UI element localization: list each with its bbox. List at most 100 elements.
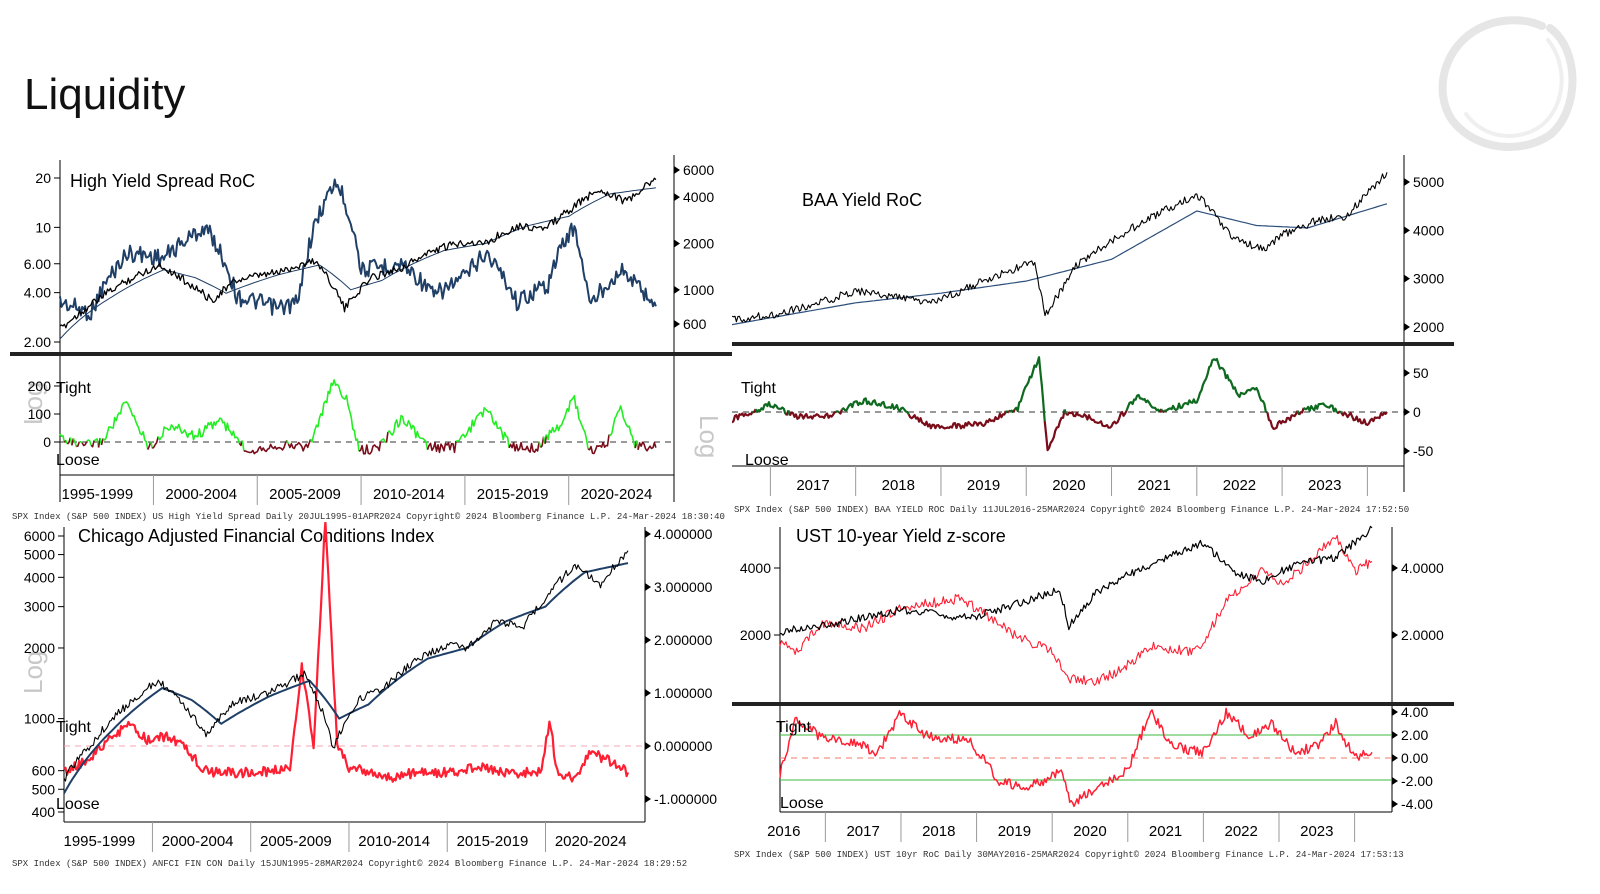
anfci-left-tick-label: 5000 <box>24 547 55 563</box>
ust-x-label: 2023 <box>1300 823 1333 840</box>
ust-loose-label: Loose <box>780 795 824 812</box>
anfci-right-tick-label: 3.000000 <box>654 579 713 595</box>
hy-left-tick-label: 6.00 <box>24 256 51 272</box>
baa-roc-line-segment <box>1065 410 1128 429</box>
ust-yield-line <box>779 534 1373 686</box>
anfci-right-tick <box>645 583 651 591</box>
hy-spread-line <box>59 178 657 322</box>
baa-roc-line-segment <box>1339 410 1343 414</box>
ust-x-label: 2018 <box>922 823 955 840</box>
hy-left-tick-label: 4.00 <box>24 285 51 301</box>
baa-roc-line <box>732 356 1388 452</box>
hy-right-tick <box>674 239 680 248</box>
baa-x-label: 2020 <box>1052 477 1085 494</box>
baa-x-label: 2023 <box>1308 477 1341 494</box>
ust-right-tick <box>1392 631 1398 639</box>
hy-roc-line-segment <box>545 395 589 450</box>
baa-roc-line-segment <box>1302 402 1338 413</box>
hy-lower-tick-label: 200 <box>28 378 52 394</box>
hy-roc-line-segment <box>241 440 245 452</box>
anfci-x-label: 2000-2004 <box>162 833 234 850</box>
hy-left-tick-label: 10 <box>35 219 51 235</box>
hy-roc-line-segment <box>157 417 241 444</box>
hy-right-tick-label: 4000 <box>683 189 714 205</box>
baa-tight-label: Tight <box>741 380 777 397</box>
hy-roc-line-segment <box>147 441 152 450</box>
hy-roc-line-segment <box>59 433 66 443</box>
hy-roc-line-segment <box>387 414 429 450</box>
hy-loose-label: Loose <box>56 452 100 469</box>
hy-lower-tick-label: 100 <box>28 406 52 422</box>
baa-right-tick <box>1404 274 1410 283</box>
baa-title: BAA Yield RoC <box>802 190 922 210</box>
baa-x-axis: 2017 2018 2019 2020 2021 2022 2023 <box>732 465 1404 496</box>
page-title: Liquidity <box>24 70 186 119</box>
hy-roc-line-segment <box>79 441 83 444</box>
anfci-left-tick-label: 500 <box>32 781 56 797</box>
ust-lower-tick <box>1392 708 1398 716</box>
hy-roc-line-segment <box>637 441 657 452</box>
ust-lower-tick-label: 0.00 <box>1401 750 1428 766</box>
hy-roc-line-segment <box>538 441 542 448</box>
ust-right-tick <box>1392 564 1398 572</box>
hy-roc-line-segment <box>151 436 159 449</box>
hy-roc-line-segment <box>102 401 149 450</box>
anfci-right-tick-label: 2.000000 <box>654 632 713 648</box>
hy-roc-line-segment <box>508 441 540 453</box>
hy-right-tick <box>674 320 680 328</box>
anfci-footer: SPX Index (S&P 500 INDEX) ANFCI FIN CON … <box>12 859 687 869</box>
hy-right-tick <box>674 193 680 202</box>
baa-spx-line <box>732 172 1388 323</box>
hy-roc-line-segment <box>86 439 92 446</box>
ust-lower-tick <box>1392 754 1398 762</box>
hy-x-label: 2010-2014 <box>373 486 445 503</box>
ust-zscore-line <box>779 707 1373 808</box>
hy-spx-ma-line <box>59 187 656 340</box>
baa-spx-ma-line <box>732 203 1388 326</box>
baa-roc-line-segment <box>1161 410 1166 414</box>
hy-right-tick-label: 1000 <box>683 282 714 298</box>
hy-lower-axis: 200 100 0 <box>28 378 60 450</box>
brush-circle-logo <box>1438 16 1577 151</box>
anfci-series <box>63 522 630 794</box>
anfci-right-tick <box>645 689 651 697</box>
anfci-loose-label: Loose <box>56 796 100 813</box>
hy-right-tick <box>674 166 680 174</box>
hy-roc-line-segment <box>358 441 382 455</box>
anfci-x-label: 2010-2014 <box>358 833 430 850</box>
baa-x-label: 2022 <box>1223 477 1256 494</box>
hy-left-tick-label: 2.00 <box>24 334 51 350</box>
hy-left-axis: 20 10 6.00 4.00 2.00 <box>24 170 60 350</box>
anfci-right-tick-label: 4.000000 <box>654 526 713 542</box>
baa-footer: SPX Index (S&P 500 INDEX) BAA YIELD ROC … <box>734 505 1409 515</box>
anfci-left-tick-label: 2000 <box>24 640 55 656</box>
hy-roc-line-segment <box>100 438 104 446</box>
hy-roc-line-segment <box>287 439 312 452</box>
baa-right-tick <box>1404 178 1410 186</box>
hy-right-axis: 6000 4000 2000 1000 600 <box>674 162 714 332</box>
ust-lower-tick <box>1392 777 1398 785</box>
baa-lower-tick-label: 50 <box>1413 365 1429 381</box>
baa-roc-line-segment <box>835 410 840 414</box>
ust-right-tick-label: 2.0000 <box>1401 627 1444 643</box>
baa-right-tick-label: 2000 <box>1413 319 1444 335</box>
baa-lower-tick-label: 0 <box>1413 404 1421 420</box>
chart-high-yield-spread-roc: High Yield Spread RoC Log Log 20 10 6.00 4.… <box>10 155 732 522</box>
ust-left-tick-label: 4000 <box>740 560 771 576</box>
ust-x-label: 2021 <box>1149 823 1182 840</box>
ust-spx-line <box>779 525 1373 636</box>
baa-right-tick <box>1404 226 1410 235</box>
ust-lower-tick <box>1392 800 1398 808</box>
hy-right-log-label: Log <box>694 415 724 458</box>
anfci-left-axis: 6000 5000 4000 3000 2000 1000 600 500 400 <box>24 528 64 820</box>
hy-upper-series <box>59 177 657 340</box>
ust-x-axis: 2016 2017 2018 2019 2020 2021 2022 2023 <box>767 811 1392 842</box>
baa-lower-axis: 50 0 -50 <box>1404 365 1433 459</box>
baa-roc-line-segment <box>1043 409 1066 452</box>
hy-lower-tick-label: 0 <box>43 434 51 450</box>
hy-roc-line-segment <box>540 436 545 449</box>
baa-right-tick-label: 4000 <box>1413 222 1444 238</box>
hy-roc-line-segment <box>286 440 290 445</box>
hy-right-tick-label: 600 <box>683 316 707 332</box>
